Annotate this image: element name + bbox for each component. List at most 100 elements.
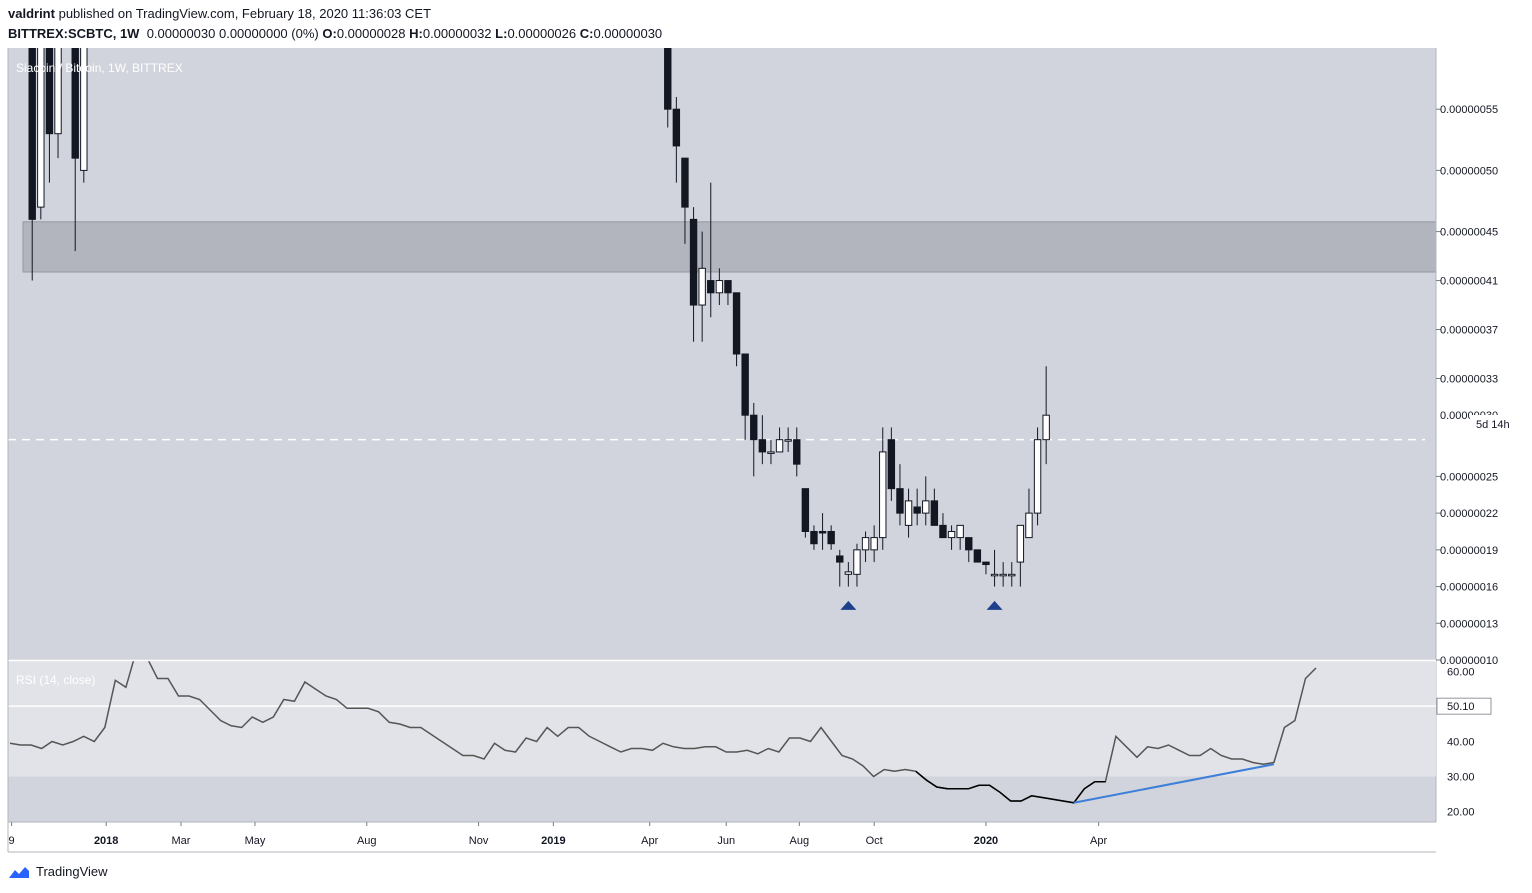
- candle[interactable]: [1008, 562, 1016, 587]
- candle-body: [724, 280, 732, 294]
- candle[interactable]: [672, 96, 681, 183]
- candle[interactable]: [844, 562, 853, 587]
- candle[interactable]: [732, 292, 741, 367]
- candle-body: [999, 573, 1007, 577]
- candle-body: [887, 439, 896, 490]
- candle[interactable]: [37, 0, 45, 220]
- time-tick-label: Mar: [172, 835, 191, 847]
- time-axis-background: [8, 822, 1436, 852]
- candle[interactable]: [896, 464, 904, 526]
- candle[interactable]: [965, 537, 973, 563]
- candle[interactable]: [775, 427, 784, 453]
- candle[interactable]: [45, 0, 54, 183]
- candle[interactable]: [54, 0, 62, 159]
- candle[interactable]: [758, 415, 767, 465]
- price-plot[interactable]: [8, 0, 1436, 610]
- candle-body: [37, 48, 45, 208]
- candle[interactable]: [982, 561, 990, 575]
- candle[interactable]: [870, 525, 878, 563]
- candle-body: [801, 488, 810, 532]
- candle-body: [930, 500, 939, 526]
- candle[interactable]: [973, 549, 982, 563]
- author-name[interactable]: valdrint: [8, 6, 55, 21]
- candle[interactable]: [956, 524, 964, 550]
- candle-body: [939, 524, 947, 539]
- candle[interactable]: [947, 525, 956, 550]
- candle-body: [672, 108, 681, 147]
- time-tick-label: 2018: [94, 835, 118, 847]
- candle[interactable]: [681, 157, 689, 244]
- candle[interactable]: [724, 280, 732, 306]
- candle[interactable]: [715, 268, 724, 306]
- candle[interactable]: [1016, 524, 1025, 587]
- candle[interactable]: [801, 488, 810, 538]
- rsi-tick-label: 20.00: [1447, 807, 1475, 819]
- candle[interactable]: [836, 549, 844, 587]
- candle-body: [853, 549, 861, 575]
- candle-body: [689, 218, 698, 306]
- candle-body: [741, 353, 749, 416]
- candle[interactable]: [1025, 488, 1033, 539]
- candle[interactable]: [930, 488, 939, 526]
- candle-body: [947, 530, 956, 539]
- candle[interactable]: [904, 488, 913, 538]
- candle[interactable]: [861, 531, 870, 563]
- time-tick-label: Aug: [357, 835, 377, 847]
- bottom-marker-triangle: [840, 600, 857, 610]
- candle[interactable]: [922, 476, 930, 526]
- candle-body: [836, 555, 844, 563]
- change-text: 0.00000030 0.00000000 (0%): [146, 26, 319, 41]
- candle-body: [913, 506, 921, 514]
- candle-body: [793, 439, 801, 465]
- rsi-pane-title: RSI (14, close): [16, 673, 95, 687]
- time-tick-label: 9: [9, 835, 15, 847]
- candle-body: [1016, 524, 1025, 563]
- rsi-band: [8, 661, 1436, 777]
- candle[interactable]: [913, 488, 921, 526]
- ohlc-high: H:0.00000032: [409, 26, 492, 41]
- candle[interactable]: [750, 402, 758, 477]
- candle[interactable]: [818, 513, 827, 550]
- candle[interactable]: [793, 427, 801, 477]
- candle[interactable]: [999, 562, 1007, 587]
- candle[interactable]: [689, 207, 698, 342]
- tradingview-brand[interactable]: TradingView: [8, 864, 108, 879]
- price-tick-label: 0.00000019: [1440, 545, 1498, 557]
- candle-body: [818, 530, 827, 534]
- candle[interactable]: [827, 525, 835, 550]
- candle[interactable]: [1033, 427, 1042, 526]
- candle-body: [827, 530, 835, 545]
- candle[interactable]: [698, 231, 706, 342]
- candle-body: [861, 537, 870, 551]
- candle[interactable]: [80, 0, 88, 183]
- candle[interactable]: [28, 0, 36, 281]
- candle[interactable]: [767, 439, 775, 465]
- rsi-plot[interactable]: [8, 637, 1436, 804]
- candle[interactable]: [853, 543, 861, 587]
- candle-body: [732, 292, 741, 355]
- candle[interactable]: [887, 427, 896, 501]
- candle[interactable]: [741, 353, 749, 440]
- candle[interactable]: [71, 0, 79, 252]
- price-tick-label: 0.00000050: [1440, 165, 1498, 177]
- price-tick-label: 0.00000025: [1440, 471, 1498, 483]
- candle-body: [982, 561, 990, 566]
- candle[interactable]: [879, 427, 887, 550]
- time-tick-label: Jun: [717, 835, 735, 847]
- candle[interactable]: [664, 0, 672, 128]
- candle-body: [1025, 512, 1033, 539]
- candle-body: [707, 280, 715, 294]
- candle[interactable]: [784, 427, 792, 452]
- candle[interactable]: [707, 182, 715, 318]
- candle[interactable]: [1042, 366, 1050, 465]
- time-tick-label: May: [245, 835, 266, 847]
- price-tick-label: 0.00000033: [1440, 373, 1498, 385]
- candle[interactable]: [990, 549, 999, 587]
- candle-body: [973, 549, 982, 563]
- candle[interactable]: [939, 513, 947, 539]
- ohlc-close: C:0.00000030: [579, 26, 663, 41]
- candle[interactable]: [810, 525, 818, 550]
- time-tick-label: Apr: [1090, 835, 1107, 847]
- symbol-header: BITTREX:SCBTC, 1W 0.00000030 0.00000000 …: [8, 26, 662, 41]
